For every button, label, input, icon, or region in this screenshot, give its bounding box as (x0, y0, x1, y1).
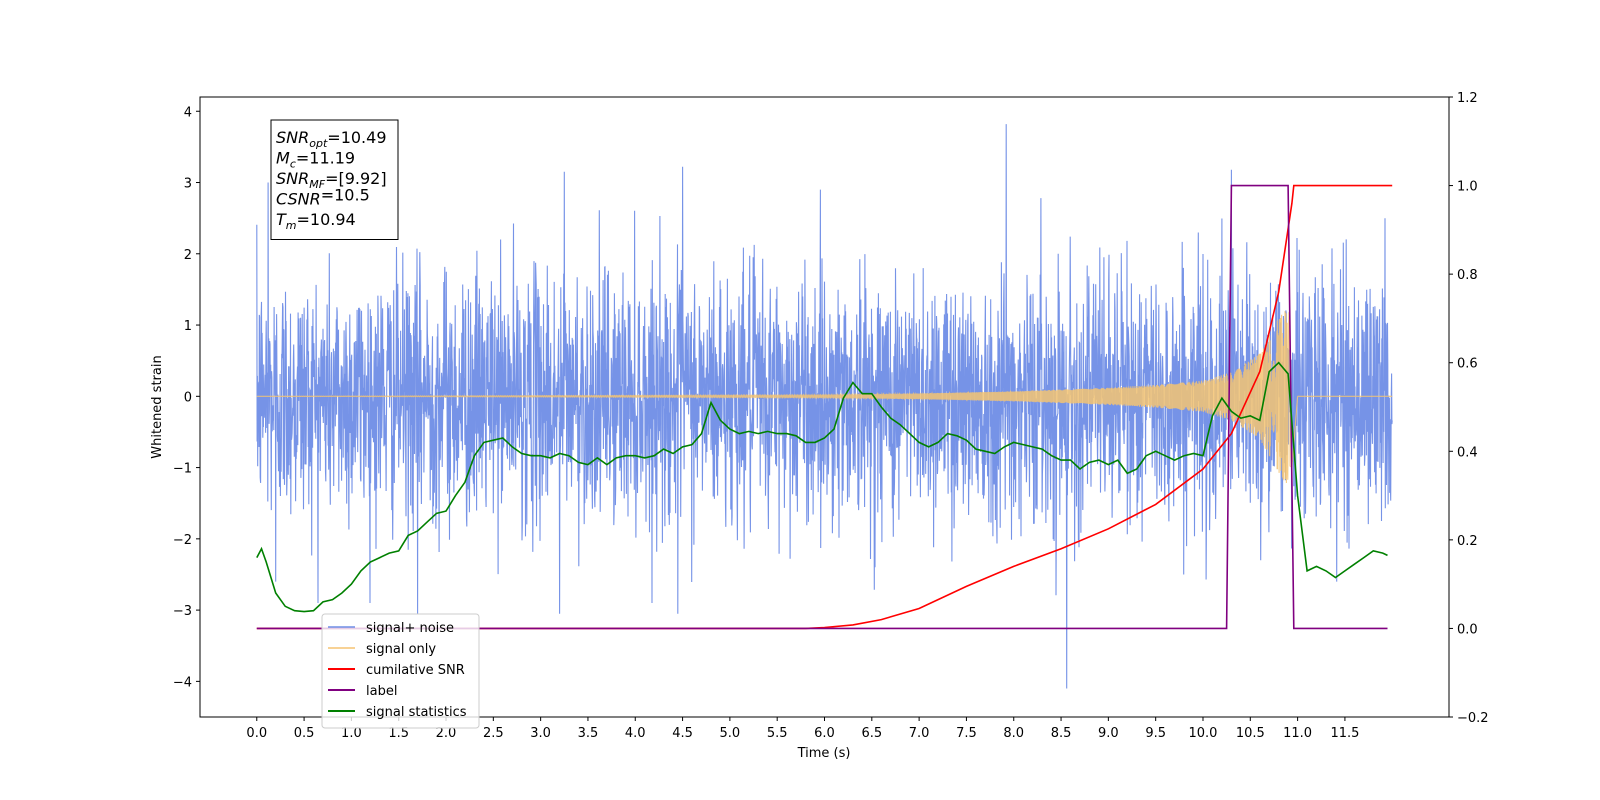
legend-frame (321, 613, 480, 729)
x-tick-label: 7.5 (956, 726, 977, 741)
x-tick-label: 9.0 (1098, 726, 1119, 741)
y-tick-label: 3 (184, 177, 192, 192)
y2-tick-label: 0.2 (1457, 534, 1478, 549)
stats-box-frame (270, 119, 399, 240)
y-axis-right: −0.2 0.0 0.2 0.4 0.6 0.8 1.0 1.2 (1449, 91, 1489, 726)
y2-tick-label: 1.0 (1457, 180, 1478, 195)
x-axis-label: Time (s) (797, 746, 851, 761)
y2-tick-label: 0.0 (1457, 622, 1478, 637)
x-tick-label: 4.5 (672, 726, 693, 741)
x-tick-label: 2.5 (483, 726, 504, 741)
stats-line: Tm=10.94 (276, 210, 356, 232)
y2-tick-label: 1.2 (1457, 91, 1478, 106)
series-line-label (256, 184, 1388, 630)
y-axis-left: −4 −3 −2 −1 0 1 2 3 4 (173, 105, 200, 690)
legend-label: signal+ noise (366, 621, 454, 636)
legend-label: signal statistics (366, 705, 467, 720)
x-tick-label: 5.0 (720, 726, 741, 741)
stats-annotation-box: SNRopt=10.49Mc=11.19SNRMF=[9.92]CSNR=10.… (270, 119, 399, 240)
legend-label: signal only (366, 642, 436, 657)
series-layer (256, 124, 1393, 689)
x-tick-label: 3.0 (530, 726, 551, 741)
x-axis: 0.0 0.5 1.0 1.5 2.0 2.5 3.0 3.5 4.0 4.5 5.0 5.5 6.0 6… (246, 717, 1359, 741)
y-tick-label: 2 (184, 248, 192, 263)
stats-line: CSNR=10.5 (276, 186, 370, 209)
y-tick-label: 1 (184, 319, 192, 334)
x-tick-label: 8.5 (1051, 726, 1072, 741)
stats-line: SNRopt=10.49 (276, 128, 387, 150)
y-tick-label: −2 (173, 533, 192, 548)
x-tick-label: 11.5 (1330, 726, 1359, 741)
x-tick-label: 4.0 (625, 726, 646, 741)
x-tick-label: 5.5 (767, 726, 788, 741)
y-tick-label: −1 (173, 462, 192, 477)
x-tick-label: 9.5 (1145, 726, 1166, 741)
x-tick-label: 1.5 (388, 726, 409, 741)
y-tick-label: −4 (173, 675, 192, 690)
x-tick-label: 0.5 (294, 726, 315, 741)
legend-label: label (366, 684, 397, 699)
x-tick-label: 6.5 (861, 726, 882, 741)
x-tick-label: 11.0 (1283, 726, 1312, 741)
x-tick-label: 7.0 (909, 726, 930, 741)
x-tick-label: 1.0 (341, 726, 362, 741)
x-tick-label: 6.0 (814, 726, 835, 741)
series-line-signal-noise (256, 124, 1393, 689)
x-tick-label: 0.0 (246, 726, 267, 741)
y2-tick-label: 0.8 (1457, 268, 1478, 283)
x-tick-label: 3.5 (578, 726, 599, 741)
legend: signal+ noise signal only cumilative SNR la… (321, 613, 480, 729)
legend-label: cumilative SNR (366, 663, 465, 678)
series-line-signal-only (256, 311, 1393, 484)
y-tick-label: −3 (173, 604, 192, 619)
series-line-signal-statistics (256, 361, 1388, 613)
x-tick-label: 2.0 (436, 726, 457, 741)
x-tick-label: 10.5 (1236, 726, 1265, 741)
y2-tick-label: 0.6 (1457, 357, 1478, 372)
y-tick-label: 4 (184, 105, 192, 120)
stats-line: SNRMF=[9.92] (276, 169, 387, 191)
stats-line: Mc=11.19 (276, 149, 355, 171)
y2-tick-label: 0.4 (1457, 445, 1478, 460)
x-tick-label: 8.0 (1003, 726, 1024, 741)
y2-tick-label: −0.2 (1457, 711, 1489, 726)
x-tick-label: 10.0 (1189, 726, 1218, 741)
y-axis-label: Whitened strain (150, 355, 165, 458)
series-line-cumilative-snr (256, 184, 1393, 630)
y-tick-label: 0 (184, 390, 192, 405)
